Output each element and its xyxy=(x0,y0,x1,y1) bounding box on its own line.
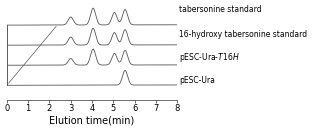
Text: pESC-Ura: pESC-Ura xyxy=(179,76,215,85)
Text: tabersonine standard: tabersonine standard xyxy=(179,5,262,14)
Text: pESC-Ura-$\mathit{T16H}$: pESC-Ura-$\mathit{T16H}$ xyxy=(179,51,240,64)
X-axis label: Elution time(min): Elution time(min) xyxy=(49,116,135,126)
Text: 16-hydroxy tabersonine standard: 16-hydroxy tabersonine standard xyxy=(179,30,307,40)
